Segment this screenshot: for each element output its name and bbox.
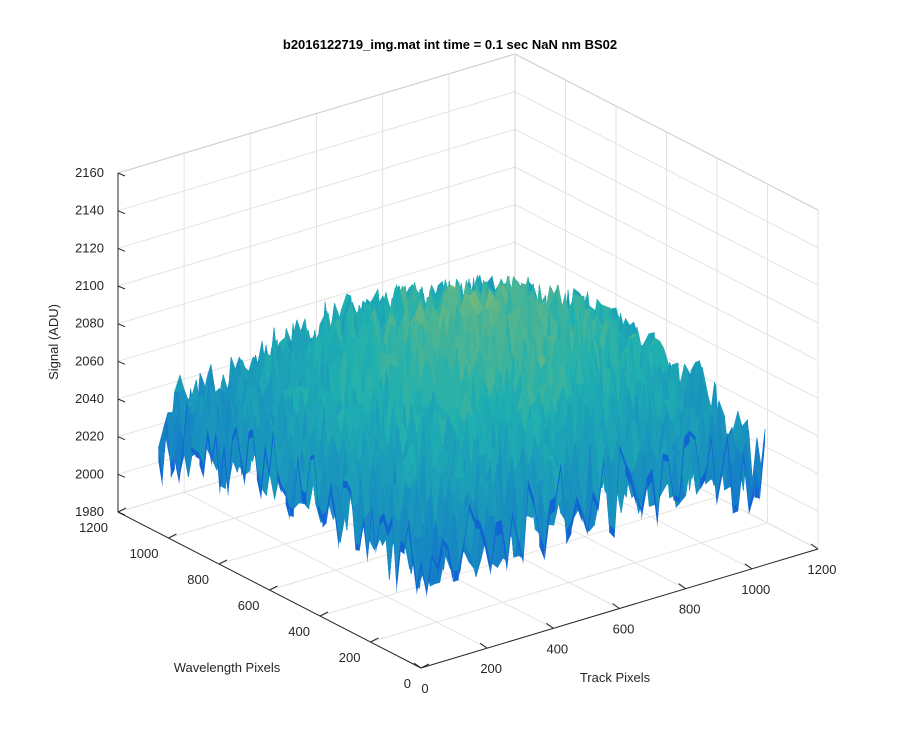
y-tick-label: 400 (288, 624, 310, 639)
surface-layer (158, 274, 766, 599)
x-tick-mark (678, 583, 686, 590)
z-tick-label: 2080 (75, 316, 104, 331)
z-tick-label: 2000 (75, 466, 104, 481)
z-tick-label: 2040 (75, 391, 104, 406)
z-tick-label: 2060 (75, 353, 104, 368)
y-tick-label: 800 (187, 572, 209, 587)
x-tick-mark (413, 662, 422, 669)
y-tick-label: 0 (404, 676, 411, 691)
z-tick-mark (117, 247, 126, 252)
surface-skirt (496, 520, 502, 536)
x-tick-mark (546, 622, 554, 629)
wall-gridline (514, 128, 819, 286)
x-tick-label: 400 (546, 641, 568, 656)
z-axis-label: Signal (ADU) (46, 304, 61, 380)
z-tick-mark (117, 398, 126, 403)
z-tick-mark (117, 360, 126, 365)
surface-skirt (355, 544, 360, 551)
chart-title: b2016122719_img.mat int time = 0.1 sec N… (283, 37, 617, 52)
x-tick-mark (612, 603, 620, 609)
z-tick-mark (117, 473, 126, 478)
wall-gridline (117, 241, 516, 362)
z-tick-label: 2140 (75, 203, 104, 218)
wall-gridline (514, 241, 819, 399)
y-tick-label: 600 (238, 598, 260, 613)
x-tick-label: 1200 (808, 562, 837, 577)
z-tick-label: 2160 (75, 165, 104, 180)
z-tick-mark (117, 172, 126, 177)
x-tick-mark (479, 642, 488, 649)
z-tick-mark (117, 210, 126, 215)
wall-gridline (117, 166, 516, 287)
z-tick-mark (117, 285, 126, 290)
y-tick-label: 1200 (79, 520, 108, 535)
wall-gridline (514, 166, 819, 324)
box-edge (117, 53, 516, 174)
x-tick-label: 600 (613, 622, 635, 637)
z-tick-mark (117, 511, 126, 516)
wall-gridline (117, 128, 516, 249)
surface-skirt (453, 569, 459, 583)
y-tick-label: 1000 (130, 546, 159, 561)
z-tick-label: 1980 (75, 504, 104, 519)
x-tick-mark (744, 563, 753, 570)
box-edge (514, 53, 819, 211)
x-axis-label: Track Pixels (580, 670, 651, 685)
z-tick-label: 2100 (75, 278, 104, 293)
y-axis-label: Wavelength Pixels (174, 660, 281, 675)
surface-skirt (754, 486, 760, 499)
z-tick-mark (117, 436, 126, 441)
x-tick-label: 800 (679, 602, 701, 617)
x-tick-label: 0 (421, 681, 428, 696)
floor-gridline (319, 496, 718, 617)
wall-gridline (514, 91, 819, 249)
x-tick-label: 200 (480, 661, 502, 676)
x-tick-label: 1000 (741, 582, 770, 597)
wall-gridline (514, 204, 819, 362)
surface-skirt (343, 480, 348, 489)
x-tick-mark (810, 543, 819, 550)
z-tick-label: 2020 (75, 429, 104, 444)
wall-gridline (117, 204, 516, 325)
y-tick-label: 200 (339, 650, 361, 665)
z-tick-mark (117, 323, 126, 328)
surface-skirt (289, 507, 294, 517)
wall-gridline (117, 91, 516, 212)
floor-gridline (370, 522, 768, 643)
z-tick-label: 2120 (75, 240, 104, 255)
